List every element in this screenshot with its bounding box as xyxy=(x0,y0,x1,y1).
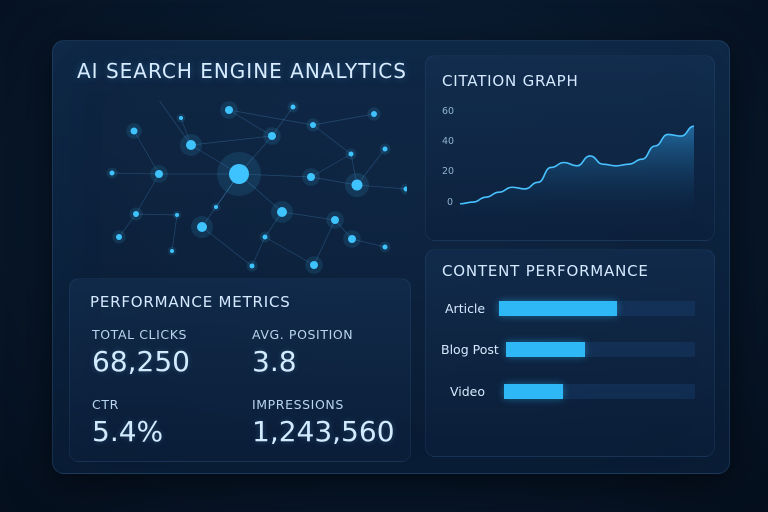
network-node xyxy=(290,104,296,110)
y-tick-label: 20 xyxy=(442,166,455,177)
network-edge xyxy=(201,226,253,267)
network-node xyxy=(155,170,163,178)
network-edge xyxy=(118,213,137,238)
network-graph xyxy=(106,101,407,274)
bar-blog-post xyxy=(506,342,585,357)
network-node xyxy=(277,207,287,217)
network-edge xyxy=(312,113,375,126)
network-node xyxy=(249,263,255,269)
network-node xyxy=(348,151,354,157)
total-clicks-value: 68,250 xyxy=(92,345,190,378)
total-clicks-label: TOTAL CLICKS xyxy=(92,327,188,342)
network-node xyxy=(214,205,218,209)
y-tick-label: 40 xyxy=(442,136,455,147)
network-edge xyxy=(313,219,336,266)
y-tick-label: 60 xyxy=(442,106,455,117)
page-title: AI SEARCH ENGINE ANALYTICS xyxy=(77,59,407,83)
citation-graph-title: CITATION GRAPH xyxy=(442,72,579,90)
network-node xyxy=(382,146,388,152)
network-edge xyxy=(356,184,407,190)
y-tick-label: 0 xyxy=(447,197,454,208)
network-node xyxy=(170,249,174,253)
bar-article xyxy=(499,301,617,316)
network-edge xyxy=(281,211,336,221)
network-edge xyxy=(159,101,192,146)
network-node xyxy=(229,164,249,184)
avg-position-label: AVG. POSITION xyxy=(252,327,354,342)
content-performance-panel: CONTENT PERFORMANCE Article Blog Post Vi… xyxy=(425,249,715,457)
network-node xyxy=(403,186,407,192)
network-edge xyxy=(334,219,353,240)
network-node xyxy=(310,122,316,128)
analytics-dashboard: AI SEARCH ENGINE ANALYTICS PERFORMANCE M… xyxy=(52,40,730,474)
bar-track-article xyxy=(499,301,695,316)
network-node xyxy=(331,216,339,224)
network-edge xyxy=(356,148,386,186)
bar-track-video xyxy=(504,384,695,399)
network-node xyxy=(262,234,268,240)
network-node xyxy=(197,222,207,232)
network-edge xyxy=(135,173,160,215)
avg-position-value: 3.8 xyxy=(252,345,297,378)
network-node xyxy=(130,127,138,135)
network-node xyxy=(116,234,122,240)
network-node xyxy=(371,111,377,117)
network-node xyxy=(109,170,115,176)
network-edge xyxy=(251,236,266,267)
network-edge xyxy=(135,213,178,216)
citation-line-chart xyxy=(460,125,694,216)
network-node xyxy=(310,261,318,269)
network-node xyxy=(351,179,363,191)
network-edge xyxy=(312,124,352,155)
network-edge xyxy=(228,109,314,126)
network-edge xyxy=(228,109,273,137)
network-node xyxy=(186,140,196,150)
network-node xyxy=(307,173,315,181)
network-edge xyxy=(310,176,358,186)
network-edge xyxy=(111,172,160,175)
performance-metrics-panel: PERFORMANCE METRICS TOTAL CLICKS 68,250 … xyxy=(69,278,411,462)
network-edge xyxy=(310,153,352,178)
ctr-label: CTR xyxy=(92,397,119,412)
network-node xyxy=(348,235,356,243)
ctr-value: 5.4% xyxy=(92,415,164,448)
bar-label-article: Article xyxy=(445,301,486,316)
network-edge xyxy=(190,135,273,146)
network-edge xyxy=(264,211,283,238)
network-node xyxy=(225,106,233,114)
network-edge xyxy=(238,173,312,178)
network-node xyxy=(133,211,139,217)
citation-graph-panel: CITATION GRAPH 60 40 20 0 xyxy=(425,55,715,241)
network-edge xyxy=(271,106,294,137)
network-node xyxy=(268,132,276,140)
bar-label-blog-post: Blog Post xyxy=(441,342,499,357)
impressions-label: IMPRESSIONS xyxy=(252,397,344,412)
network-edge xyxy=(351,238,386,248)
network-edge xyxy=(201,173,240,228)
citation-series-line xyxy=(460,125,694,205)
network-node xyxy=(382,244,388,250)
content-performance-title: CONTENT PERFORMANCE xyxy=(442,262,649,280)
impressions-value: 1,243,560 xyxy=(252,415,395,448)
citation-area-fill xyxy=(460,126,694,216)
performance-metrics-title: PERFORMANCE METRICS xyxy=(90,293,291,311)
bar-video xyxy=(504,384,563,399)
network-node xyxy=(175,213,179,217)
network-edge xyxy=(133,130,160,175)
bar-track-blog-post xyxy=(506,342,695,357)
network-node xyxy=(179,116,183,120)
network-edge xyxy=(171,214,178,252)
network-edge xyxy=(264,236,315,266)
bar-label-video: Video xyxy=(450,384,486,399)
